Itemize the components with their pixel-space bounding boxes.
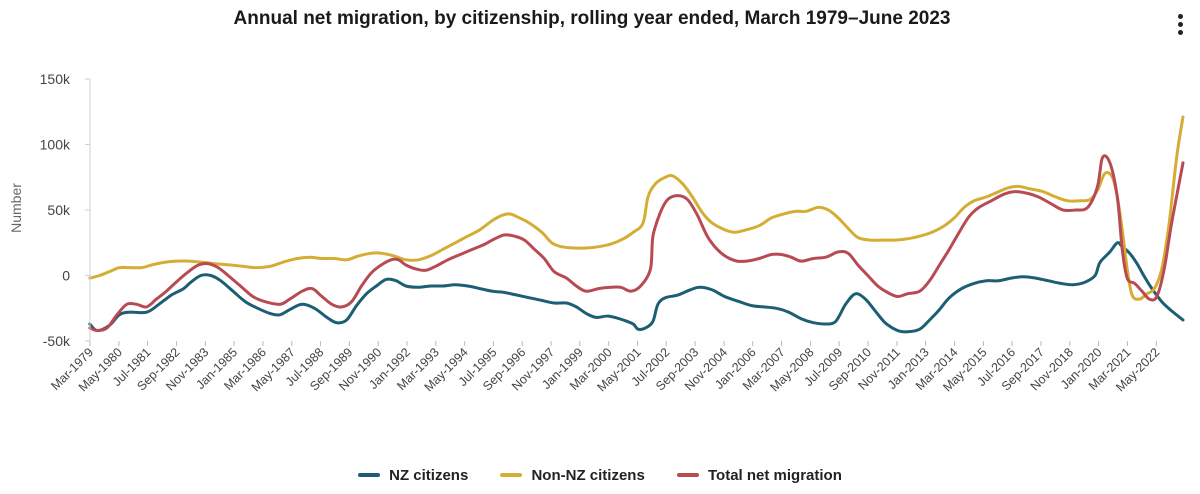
y-tick-label: 150k bbox=[40, 71, 71, 87]
y-tick-label: -50k bbox=[43, 333, 71, 349]
legend-item-nz-citizens[interactable]: NZ citizens bbox=[358, 467, 468, 484]
series-line-nz-citizens[interactable] bbox=[88, 241, 1185, 334]
legend-label: Non-NZ citizens bbox=[531, 466, 645, 484]
legend-swatch-nz-citizens bbox=[358, 473, 381, 477]
legend-item-total-net-migration[interactable]: Total net migration bbox=[676, 466, 842, 484]
series-line-total-net-migration[interactable] bbox=[88, 154, 1185, 332]
chart-title: Annual net migration, by citizenship, ro… bbox=[233, 8, 951, 29]
legend-swatch-total-net-migration bbox=[676, 473, 699, 477]
menu-dots-icon bbox=[1177, 14, 1183, 19]
y-tick-label: 50k bbox=[47, 202, 71, 218]
legend: NZ citizens Non-NZ citizens Total net mi… bbox=[0, 464, 1200, 484]
legend-item-non-nz-citizens[interactable]: Non-NZ citizens bbox=[500, 466, 645, 484]
y-tick-label: 0 bbox=[62, 268, 70, 284]
y-tick-label: 100k bbox=[40, 137, 71, 153]
series-layer bbox=[88, 115, 1185, 334]
legend-label: Total net migration bbox=[707, 466, 842, 484]
axis-layer: -50k050k100k150kMar-1979May-1980Jul-1981… bbox=[40, 71, 1163, 394]
line-chart: -50k050k100k150kMar-1979May-1980Jul-1981… bbox=[8, 71, 1185, 394]
legend-swatch-non-nz-citizens bbox=[500, 473, 523, 477]
y-axis-title: Number bbox=[8, 183, 24, 233]
chart-menu-button[interactable] bbox=[1174, 14, 1186, 38]
series-line-non-nz-citizens[interactable] bbox=[88, 115, 1185, 301]
legend-label: NZ citizens bbox=[389, 466, 469, 484]
